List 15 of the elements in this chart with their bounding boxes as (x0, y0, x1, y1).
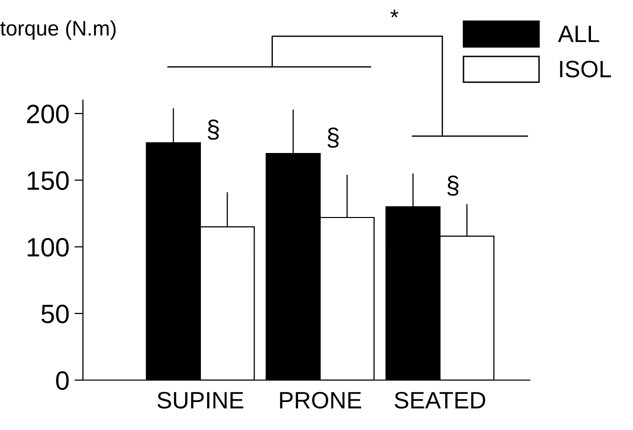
y-tick-label: 200 (27, 104, 69, 124)
y-tick-label: 50 (41, 304, 69, 324)
x-tick-label: SUPINE (157, 392, 244, 409)
text: * (390, 10, 398, 18)
annotation: § (447, 176, 458, 196)
x-tick-label: PRONE (280, 392, 362, 409)
legend-label: ISOL (560, 60, 611, 78)
x-tick-label: SEATED (394, 392, 486, 409)
legend-label: ALL (558, 26, 600, 42)
y-axis-title: torque (N.m) (0, 20, 116, 40)
annotation: § (328, 128, 339, 148)
y-tick-label: 150 (28, 171, 69, 190)
y-tick-label: 0 (56, 371, 69, 390)
y-tick-label: 100 (28, 238, 69, 257)
annotation: § (208, 120, 219, 140)
